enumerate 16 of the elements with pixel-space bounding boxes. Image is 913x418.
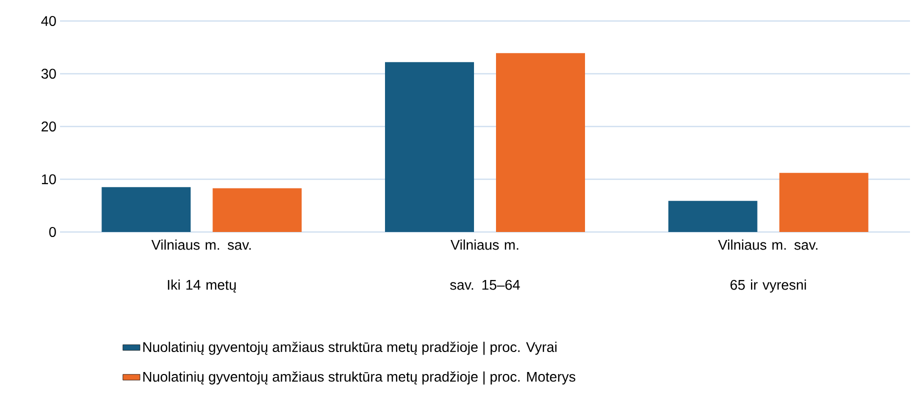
legend-label: Nuolatinių gyventojų amžiaus struktūra metų pradžioje | proc. Vyrai xyxy=(143,342,556,355)
y-tick-label: 0 xyxy=(49,227,56,237)
legend-label: Nuolatinių gyventojų amžiaus struktūra metų pradžioje | proc. Moterys xyxy=(143,371,576,385)
category-label: Vilniaus m. sav. 65 ir vyresni xyxy=(718,240,818,293)
bar xyxy=(102,187,191,232)
bar xyxy=(212,188,302,232)
bar xyxy=(668,200,758,232)
bar xyxy=(385,62,474,232)
y-tick-label: 10 xyxy=(42,174,56,184)
y-tick-label: 30 xyxy=(41,68,56,79)
y-tick-label: 40 xyxy=(41,16,56,26)
category-label: Vilniaus m. sav. 15–64 xyxy=(450,240,520,290)
y-tick-label: 20 xyxy=(42,122,56,132)
bar xyxy=(496,53,586,232)
category-label: Vilniaus m. sav. Iki 14 metų xyxy=(151,240,251,293)
bar xyxy=(779,172,868,232)
